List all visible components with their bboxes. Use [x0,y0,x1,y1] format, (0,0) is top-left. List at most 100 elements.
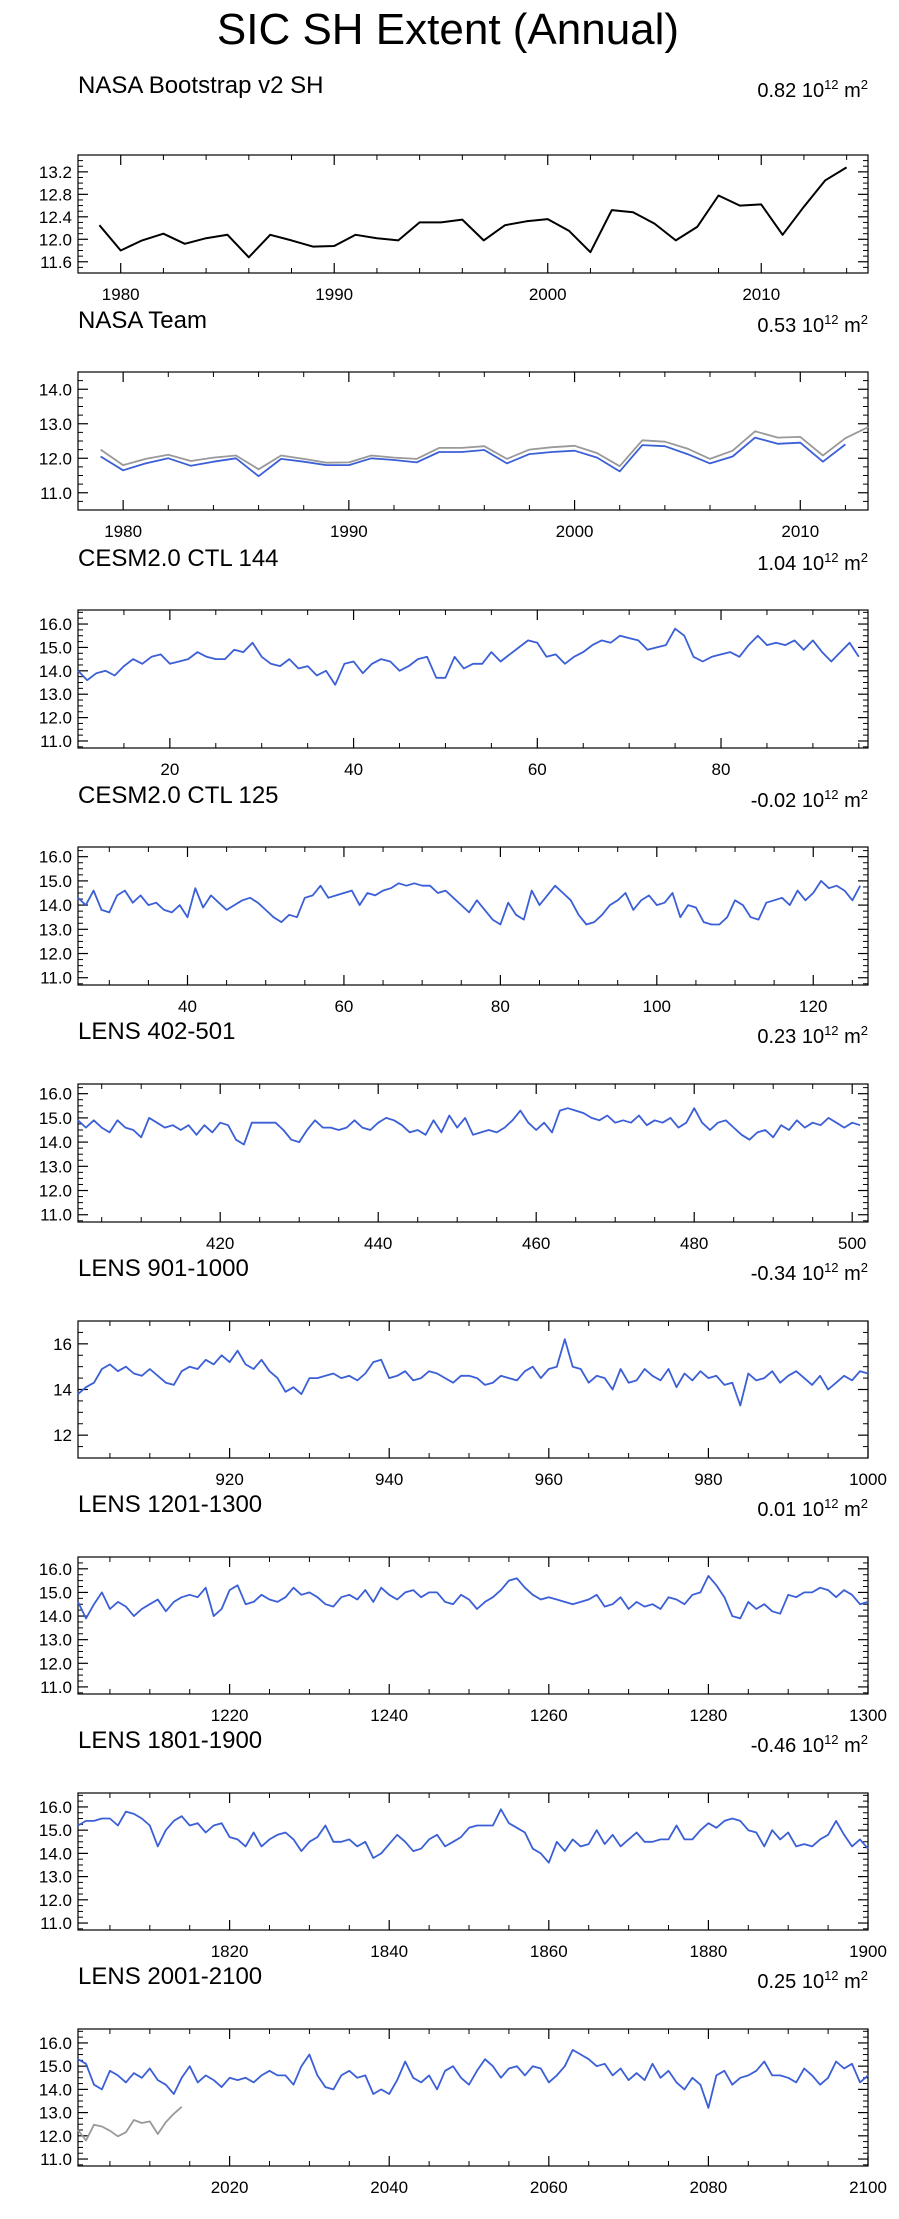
std-std-value: -0.46 10 [751,1735,824,1757]
x-tick-label: 20 [160,760,179,779]
std-std-value: -0.02 10 [751,790,824,812]
x-tick-label: 1840 [370,1942,408,1961]
y-tick-label: 12.0 [39,709,72,728]
y-tick-label: 16.0 [39,1085,72,1104]
x-tick-label: 80 [712,760,731,779]
series-line-observations [77,2106,183,2142]
figure-title: SIC SH Extent (Annual) [217,5,679,54]
y-tick-label: 11.0 [40,1678,72,1697]
x-tick-label: 2060 [530,2178,568,2197]
std-std-sup2: 2 [861,550,868,565]
std-std-exp: 12 [824,550,838,565]
panel-title: NASA Bootstrap v2 SH [78,72,323,99]
y-tick-label: 14 [53,1381,72,1400]
panel-title: NASA Team [78,307,207,334]
std-annotation: 1.04 1012 m2 [757,550,868,575]
y-tick-label: 12.8 [39,185,72,204]
x-tick-label: 2020 [211,2178,249,2197]
y-tick-label: 12.0 [39,1654,72,1673]
y-tick-label: 12.0 [39,1182,72,1201]
x-tick-label: 100 [643,997,671,1016]
std-std-exp: 12 [824,1732,838,1747]
std-std-suffix: m [839,1499,861,1521]
x-tick-label: 1260 [530,1706,568,1725]
y-tick-label: 15.0 [39,1821,72,1840]
y-tick-label: 13.0 [39,1631,72,1650]
x-tick-label: 480 [680,1234,708,1253]
std-std-value: -0.34 10 [751,1263,824,1285]
std-std-value: 0.53 10 [757,315,824,337]
x-tick-label: 80 [491,997,510,1016]
x-tick-label: 1980 [102,285,140,304]
std-std-exp: 12 [824,77,838,92]
x-tick-label: 60 [528,760,547,779]
std-std-exp: 12 [824,1968,838,1983]
std-annotation: -0.46 1012 m2 [751,1732,868,1757]
y-tick-label: 15.0 [39,1109,72,1128]
y-tick-label: 15.0 [39,1583,72,1602]
plot-frame [77,154,869,274]
x-tick-label: 1900 [849,1942,887,1961]
x-tick-label: 1990 [330,522,368,541]
std-annotation: 0.01 1012 m2 [757,1496,868,1521]
y-tick-label: 16.0 [39,1560,72,1579]
y-tick-label: 12.0 [39,2127,72,2146]
y-tick-label: 14.0 [39,2080,72,2099]
y-tick-label: 13.0 [39,685,72,704]
x-tick-label: 1820 [211,1942,249,1961]
std-annotation: -0.02 1012 m2 [751,787,868,812]
x-tick-label: 2000 [556,522,594,541]
plot-frame [77,846,869,986]
y-tick-label: 13.0 [39,920,72,939]
y-tick-label: 11.0 [40,1206,72,1225]
panel-title: LENS 901-1000 [78,1255,249,1282]
y-tick-label: 12.0 [39,230,72,249]
plot-frame [77,1556,869,1695]
std-std-sup2: 2 [861,1496,868,1511]
y-tick-label: 15.0 [39,638,72,657]
y-tick-label: 16 [53,1335,72,1354]
x-tick-label: 2010 [781,522,819,541]
std-std-value: 0.23 10 [757,1026,824,1048]
std-std-suffix: m [839,553,861,575]
y-tick-label: 12.0 [39,449,72,468]
series-line-nasa-team [100,436,846,478]
panel-nasa-bootstrap-v2-sh: NASA Bootstrap v2 SH 0.82 1012 m2 1980 1990… [39,72,869,304]
y-tick-label: 13.0 [39,415,72,434]
y-tick-label: 14.0 [39,1844,72,1863]
x-tick-label: 40 [178,997,197,1016]
std-std-sup2: 2 [861,1732,868,1747]
y-tick-label: 11.0 [40,1914,72,1933]
x-tick-label: 440 [364,1234,392,1253]
x-tick-label: 1220 [211,1706,249,1725]
series-line-lens-1801-1900 [77,1808,869,1864]
x-tick-label: 940 [375,1470,403,1489]
x-tick-label: 40 [344,760,363,779]
x-tick-label: 1240 [370,1706,408,1725]
y-tick-label: 16.0 [39,2034,72,2053]
y-tick-label: 12.0 [39,945,72,964]
x-tick-label: 500 [838,1234,866,1253]
y-tick-label: 16.0 [39,615,72,634]
std-std-sup2: 2 [861,312,868,327]
std-std-exp: 12 [824,787,838,802]
panel-title: LENS 402-501 [78,1018,235,1045]
panel-title: CESM2.0 CTL 125 [78,782,279,809]
std-std-suffix: m [839,1026,861,1048]
x-tick-label: 2040 [370,2178,408,2197]
series-line-nasa-bootstrap-v2-sh [98,166,848,259]
std-std-suffix: m [839,315,861,337]
panel-cesm2-0-ctl-125: CESM2.0 CTL 125 -0.02 1012 m2 40 60 80 100 120… [39,782,869,1016]
panel-title: LENS 1201-1300 [78,1491,262,1518]
plot-frame [77,1792,869,1931]
std-std-value: 1.04 10 [757,553,824,575]
std-std-value: 0.82 10 [757,80,824,102]
y-tick-label: 13.0 [39,2104,72,2123]
std-annotation: 0.25 1012 m2 [757,1968,868,1993]
std-std-value: 0.25 10 [757,1971,824,1993]
series-line-lens-1201-1300 [77,1575,869,1620]
panel-lens-402-501: LENS 402-501 0.23 1012 m2 420 440 460 480 500 1… [39,1018,869,1253]
